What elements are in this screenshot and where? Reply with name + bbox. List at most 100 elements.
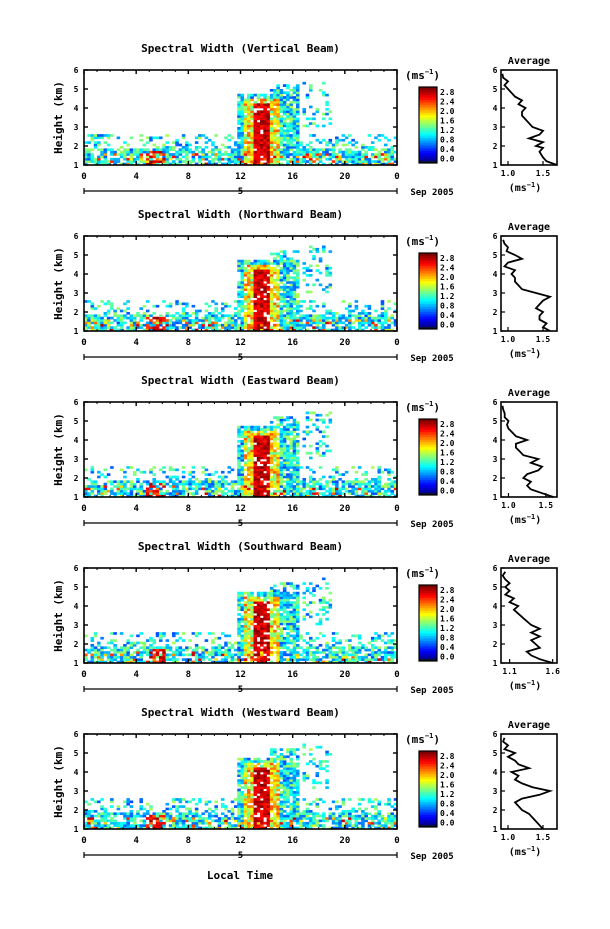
heatmap-cell bbox=[165, 321, 170, 325]
heatmap-cell bbox=[295, 91, 300, 95]
heatmap-cell bbox=[172, 323, 176, 327]
heatmap-cell bbox=[119, 155, 124, 159]
heatmap-cell bbox=[328, 138, 333, 142]
heatmap-cell bbox=[328, 110, 333, 114]
colorbar-swatch bbox=[419, 620, 437, 624]
y-tick-label: 6 bbox=[74, 398, 79, 407]
heatmap-cell bbox=[276, 636, 280, 640]
heatmap-cell bbox=[344, 651, 349, 654]
heatmap-cell bbox=[312, 470, 316, 474]
heatmap-cell bbox=[295, 269, 300, 272]
heatmap-cell bbox=[282, 603, 287, 607]
heatmap-cell bbox=[276, 466, 280, 469]
heatmap-cell bbox=[243, 319, 248, 322]
heatmap-cell bbox=[230, 150, 235, 154]
heatmap-cell bbox=[292, 112, 297, 116]
heatmap-cell bbox=[145, 480, 150, 484]
heatmap-cell bbox=[263, 285, 267, 289]
heatmap-cell bbox=[132, 482, 137, 486]
heatmap-cell bbox=[155, 489, 160, 493]
heatmap-cell bbox=[181, 326, 186, 329]
heatmap-cell bbox=[90, 155, 95, 159]
heatmap-cell bbox=[338, 328, 342, 332]
heatmap-cell bbox=[162, 632, 166, 635]
colorbar-tick-label: 0.0 bbox=[440, 154, 455, 163]
heatmap-cell bbox=[269, 432, 274, 436]
heatmap-cell bbox=[237, 304, 241, 308]
heatmap-cell bbox=[247, 124, 251, 128]
heatmap-cell bbox=[191, 651, 196, 654]
heatmap-cell bbox=[269, 93, 274, 97]
heatmap-cell bbox=[172, 494, 176, 498]
heatmap-cell bbox=[276, 655, 280, 659]
heatmap-cell bbox=[325, 582, 329, 585]
heatmap-cell bbox=[286, 136, 290, 140]
heatmap-cell bbox=[233, 150, 238, 154]
colorbar-frame bbox=[418, 584, 438, 662]
heatmap-cell bbox=[204, 478, 209, 481]
heatmap-cell bbox=[142, 312, 147, 315]
heatmap-cell bbox=[145, 141, 150, 144]
heatmap-cell bbox=[256, 262, 261, 265]
heatmap-cell bbox=[243, 610, 248, 614]
heatmap-cell bbox=[295, 300, 300, 303]
heatmap-cell bbox=[237, 146, 241, 149]
heatmap-cell bbox=[295, 489, 300, 493]
heatmap-cell bbox=[289, 89, 293, 92]
heatmap-cell bbox=[149, 150, 153, 154]
heatmap-cell bbox=[305, 314, 310, 318]
heatmap-cell bbox=[207, 658, 212, 661]
heatmap-cell bbox=[207, 492, 212, 495]
heatmap-cell bbox=[276, 473, 280, 476]
heatmap-cell bbox=[295, 487, 300, 491]
heatmap-cell bbox=[348, 648, 352, 652]
heatmap-cell bbox=[233, 482, 238, 486]
heatmap-cell bbox=[211, 321, 215, 325]
heatmap-cell bbox=[162, 328, 166, 332]
heatmap-cell bbox=[145, 639, 150, 642]
heatmap-cell bbox=[250, 300, 254, 303]
heatmap-cell bbox=[113, 328, 117, 332]
heatmap-cell bbox=[312, 485, 316, 488]
heatmap-cell bbox=[276, 646, 280, 650]
heatmap-cell bbox=[279, 93, 284, 97]
heatmap-cell bbox=[374, 323, 378, 327]
heatmap-cell bbox=[344, 150, 349, 154]
heatmap-cell bbox=[282, 610, 287, 614]
heatmap-cell bbox=[282, 425, 287, 429]
heatmap-cell bbox=[198, 646, 202, 650]
heatmap-cell bbox=[289, 634, 293, 638]
heatmap-cell bbox=[165, 134, 170, 137]
heatmap-cell bbox=[84, 487, 88, 491]
heatmap-cell bbox=[178, 482, 183, 486]
heatmap-cell bbox=[152, 641, 157, 645]
heatmap-cell bbox=[279, 444, 284, 448]
heatmap-cell bbox=[103, 468, 108, 472]
heatmap-cell bbox=[269, 108, 274, 111]
heatmap-cell bbox=[132, 321, 137, 325]
heatmap-cell bbox=[377, 492, 381, 495]
heatmap-cell bbox=[243, 634, 248, 638]
heatmap-cell bbox=[354, 492, 359, 495]
heatmap-cell bbox=[370, 485, 375, 488]
heatmap-cell bbox=[295, 468, 300, 472]
heatmap-cell bbox=[282, 271, 287, 275]
heatmap-cell bbox=[204, 328, 209, 332]
heatmap-cell bbox=[279, 278, 284, 282]
heatmap-cell bbox=[263, 461, 267, 465]
heatmap-cell bbox=[279, 119, 284, 123]
heatmap-cell bbox=[126, 480, 130, 484]
heatmap-cell bbox=[237, 473, 241, 476]
heatmap-cell bbox=[194, 653, 199, 657]
heatmap-cell bbox=[276, 153, 280, 156]
heatmap-cell bbox=[341, 316, 346, 320]
heatmap-cell bbox=[364, 658, 368, 661]
heatmap-cell bbox=[282, 143, 287, 147]
heatmap-cell bbox=[103, 319, 108, 322]
heatmap-cell bbox=[181, 309, 186, 313]
heatmap-cell bbox=[374, 309, 378, 313]
heatmap-cell bbox=[322, 112, 326, 116]
day-label: 5 bbox=[238, 353, 243, 363]
heatmap-cell bbox=[282, 646, 287, 650]
heatmap-cell bbox=[230, 487, 235, 491]
